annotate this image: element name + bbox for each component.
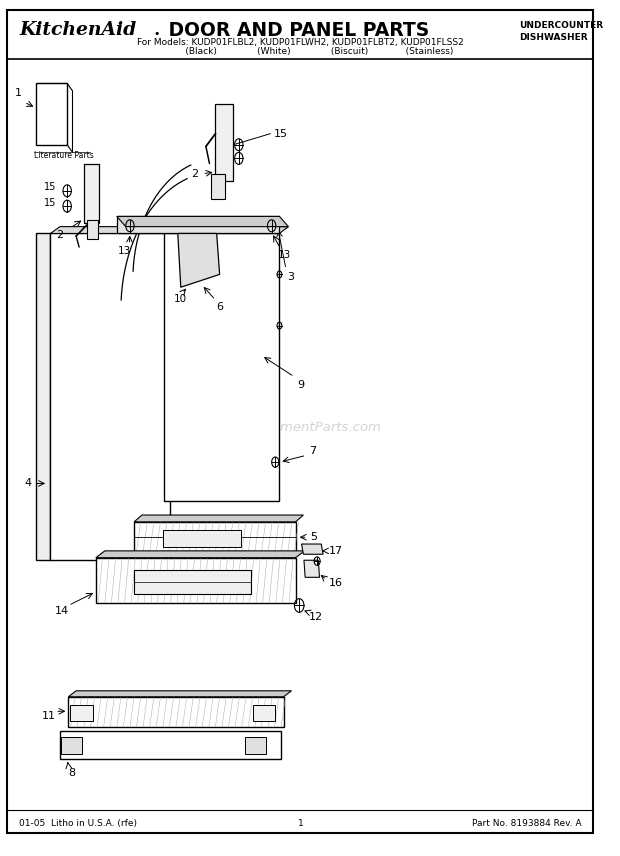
Polygon shape xyxy=(304,560,319,577)
Text: For Models: KUDP01FLBL2, KUDP01FLWH2, KUDP01FLBT2, KUDP01FLSS2: For Models: KUDP01FLBL2, KUDP01FLWH2, KU… xyxy=(137,38,464,47)
Polygon shape xyxy=(68,691,291,697)
Polygon shape xyxy=(164,234,280,501)
Text: 5: 5 xyxy=(310,532,317,542)
Bar xyxy=(117,217,280,234)
Bar xyxy=(61,737,82,754)
Text: 7: 7 xyxy=(309,446,316,456)
Text: 15: 15 xyxy=(273,128,288,139)
Text: 2: 2 xyxy=(192,169,198,179)
Polygon shape xyxy=(301,544,323,555)
Bar xyxy=(70,705,93,721)
Bar xyxy=(36,83,67,145)
Bar xyxy=(252,705,275,721)
Bar xyxy=(68,697,283,727)
Text: 1: 1 xyxy=(14,87,22,98)
Text: DISHWASHER: DISHWASHER xyxy=(518,33,587,42)
Text: 01-05  Litho in U.S.A. (rfe): 01-05 Litho in U.S.A. (rfe) xyxy=(19,819,137,829)
Polygon shape xyxy=(178,234,219,288)
Text: UNDERCOUNTER: UNDERCOUNTER xyxy=(518,21,603,30)
Text: Part No. 8193884 Rev. A: Part No. 8193884 Rev. A xyxy=(472,819,582,829)
Polygon shape xyxy=(164,227,288,234)
Text: 15: 15 xyxy=(45,182,57,193)
Text: 17: 17 xyxy=(329,546,343,556)
Polygon shape xyxy=(50,234,170,560)
Text: 1: 1 xyxy=(298,819,303,829)
Bar xyxy=(134,570,250,594)
Bar xyxy=(211,174,225,199)
Bar xyxy=(96,558,296,603)
Text: (Black)              (White)              (Biscuit)             (Stainless): (Black) (White) (Biscuit) (Stainless) xyxy=(148,47,453,56)
Text: DOOR AND PANEL PARTS: DOOR AND PANEL PARTS xyxy=(162,21,429,40)
Text: eReplacementParts.com: eReplacementParts.com xyxy=(219,421,381,435)
Text: 15: 15 xyxy=(45,198,57,208)
Text: 8: 8 xyxy=(68,768,76,778)
Text: Literature Parts: Literature Parts xyxy=(34,151,94,160)
Text: 3: 3 xyxy=(287,272,294,282)
Bar xyxy=(246,737,266,754)
Polygon shape xyxy=(134,515,303,522)
Polygon shape xyxy=(117,217,288,227)
Text: KitchenAid: KitchenAid xyxy=(19,21,136,39)
Text: 16: 16 xyxy=(329,579,343,588)
Polygon shape xyxy=(50,227,180,234)
FancyBboxPatch shape xyxy=(7,10,593,833)
Bar xyxy=(134,522,296,552)
Text: 14: 14 xyxy=(55,606,69,616)
Text: 10: 10 xyxy=(174,294,187,304)
Text: 13: 13 xyxy=(278,250,291,259)
Text: 11: 11 xyxy=(42,710,56,721)
Bar xyxy=(216,104,233,181)
Text: 12: 12 xyxy=(309,612,323,622)
Text: 9: 9 xyxy=(298,380,304,390)
Polygon shape xyxy=(36,234,50,560)
Text: 6: 6 xyxy=(216,302,224,312)
Bar xyxy=(163,531,241,548)
Text: .: . xyxy=(154,21,160,39)
Text: 13: 13 xyxy=(118,247,131,257)
Text: 4: 4 xyxy=(24,479,31,489)
Bar xyxy=(87,220,98,239)
Polygon shape xyxy=(96,551,304,558)
Text: 2: 2 xyxy=(56,230,63,241)
Bar xyxy=(84,163,99,223)
Bar xyxy=(60,731,281,759)
